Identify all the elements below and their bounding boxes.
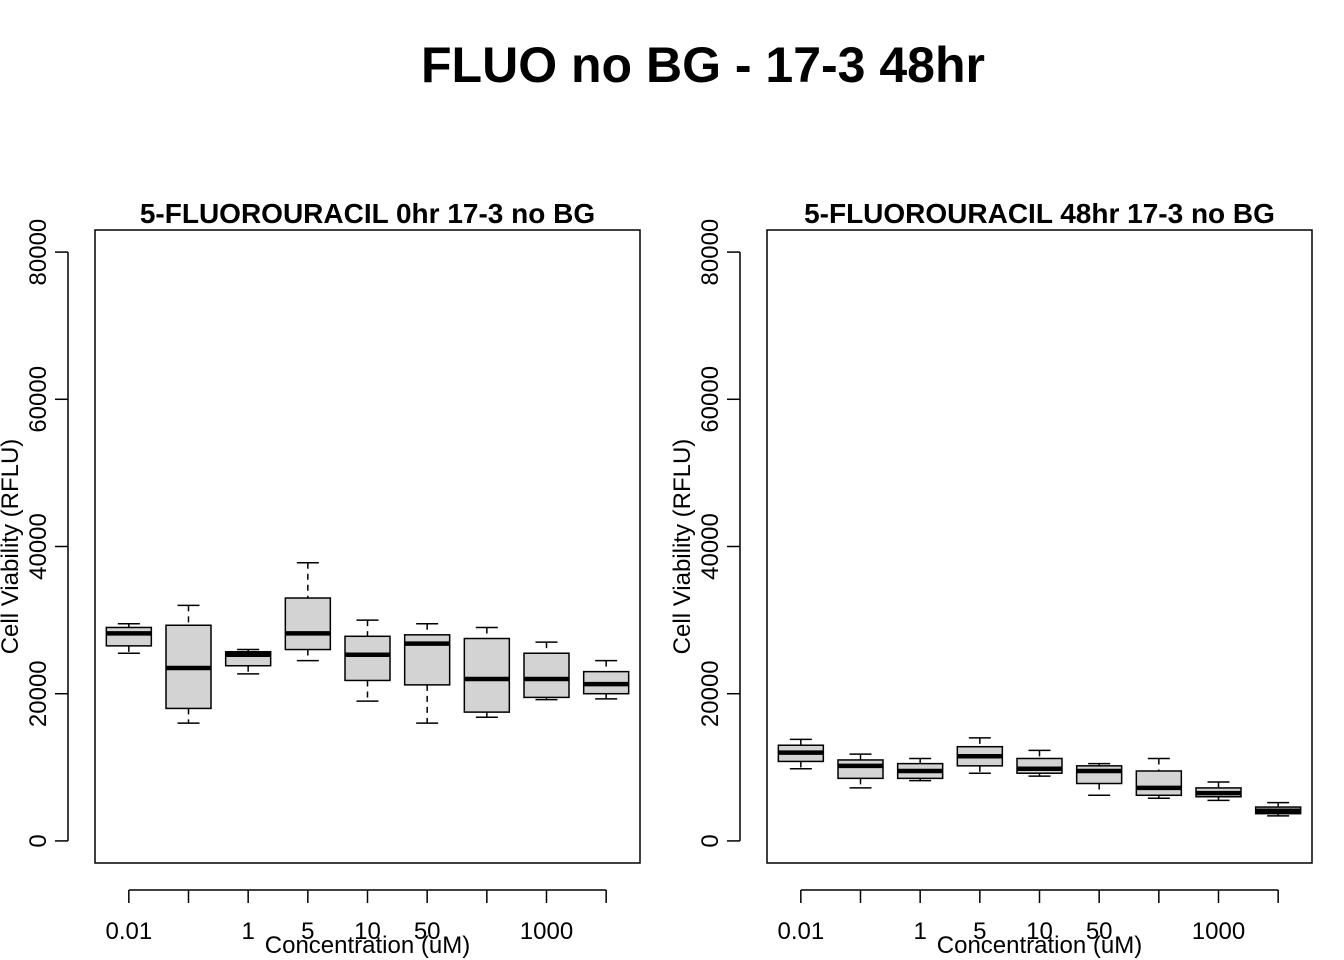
- y-tick-label: 80000: [697, 219, 724, 286]
- box-1: [105, 623, 153, 654]
- x-axis-label: Concentration (uM): [937, 932, 1142, 959]
- box-5: [1016, 749, 1063, 777]
- iqr-box: [344, 635, 391, 682]
- panel-1: 5-FLUOROURACIL 0hr 17-3 no BG 0 20000 40000…: [0, 198, 641, 959]
- x-tick-label: 1000: [520, 918, 573, 945]
- box-1: [777, 738, 825, 770]
- y-tick-label: 20000: [697, 660, 724, 727]
- iqr-box: [1075, 765, 1123, 785]
- y-tick-label: 40000: [25, 513, 52, 580]
- iqr-box: [837, 759, 884, 780]
- y-tick-label: 20000: [25, 660, 52, 727]
- x-tick-label: 1: [241, 918, 254, 945]
- x-tick-label: 50: [414, 918, 441, 945]
- iqr-box: [1135, 770, 1183, 797]
- iqr-box: [105, 626, 153, 647]
- iqr-box: [523, 652, 570, 699]
- box-7: [463, 626, 511, 719]
- y-tick-label: 40000: [697, 513, 724, 580]
- box-6: [403, 623, 451, 724]
- x-tick-label: 10: [1026, 918, 1053, 945]
- iqr-box: [284, 597, 332, 651]
- main-title: FLUO no BG - 17-3 48hr: [421, 37, 985, 93]
- box-9: [1254, 801, 1302, 817]
- box-9: [582, 659, 630, 700]
- box-2: [165, 604, 212, 724]
- y-tick-label: 80000: [25, 219, 52, 286]
- x-tick-label: 5: [973, 918, 986, 945]
- y-axis-label: Cell Viability (RFLU): [0, 439, 24, 655]
- x-tick-label: 0.01: [777, 918, 824, 945]
- y-axis-label: Cell Viability (RFLU): [669, 439, 696, 655]
- box-3: [896, 757, 944, 782]
- plot-frame: [94, 229, 641, 864]
- panel-title: 5-FLUOROURACIL 0hr 17-3 no BG: [140, 198, 595, 229]
- iqr-box: [463, 637, 511, 713]
- x-tick-label: 50: [1086, 918, 1113, 945]
- box-8: [1195, 781, 1242, 802]
- x-tick-label: 10: [354, 918, 381, 945]
- x-tick-label: 1000: [1192, 918, 1245, 945]
- box-7: [1135, 757, 1183, 799]
- box-5: [344, 619, 391, 702]
- panel-title: 5-FLUOROURACIL 48hr 17-3 no BG: [804, 198, 1275, 229]
- x-axis-label: Concentration (uM): [265, 932, 470, 959]
- y-tick-label: 60000: [697, 366, 724, 433]
- plot-frame: [766, 229, 1313, 864]
- box-6: [1075, 762, 1123, 797]
- box-8: [523, 641, 570, 701]
- x-tick-label: 0.01: [105, 918, 152, 945]
- box-3: [224, 648, 272, 675]
- x-tick-label: 1: [913, 918, 926, 945]
- y-tick-label: 0: [25, 834, 52, 847]
- x-tick-label: 5: [301, 918, 314, 945]
- box-4: [284, 561, 332, 662]
- panel-2: 5-FLUOROURACIL 48hr 17-3 no BG 0 20000 4000…: [669, 198, 1313, 959]
- y-tick-label: 60000: [25, 366, 52, 433]
- y-tick-label: 0: [697, 834, 724, 847]
- box-4: [956, 737, 1004, 774]
- box-2: [837, 753, 884, 789]
